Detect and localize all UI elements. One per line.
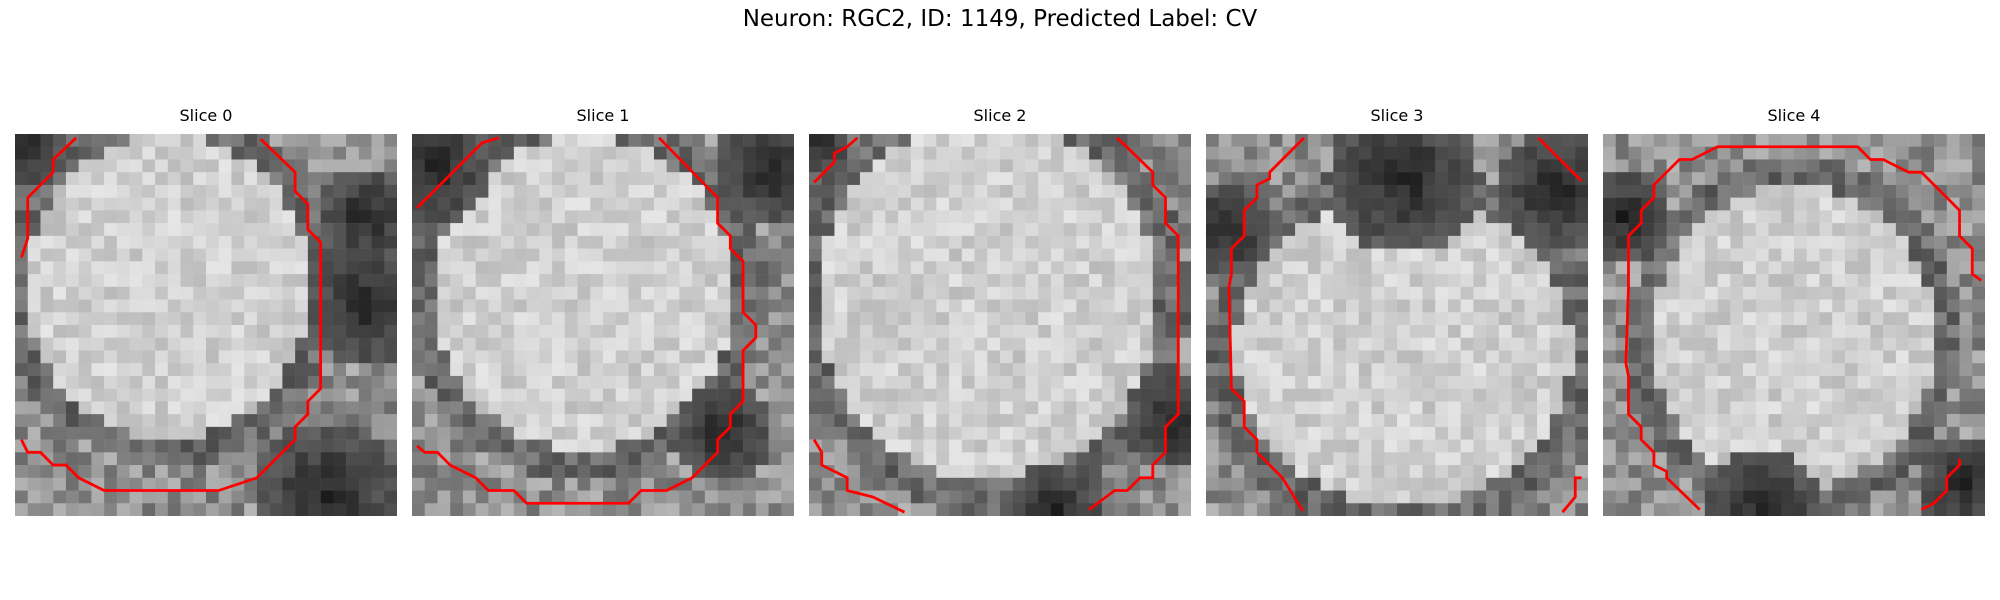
contour-line-2a	[813, 136, 859, 184]
contour-line-4b	[1920, 458, 1961, 511]
contour-line-0b	[20, 138, 323, 492]
figure-title: Neuron: RGC2, ID: 1149, Predicted Label:…	[742, 6, 1258, 32]
contour-line-3c	[1561, 476, 1582, 514]
slice-image-1	[412, 134, 794, 516]
grayscale-pixels-4	[1603, 134, 1985, 516]
grayscale-pixels-0	[15, 134, 397, 516]
slice-title-3: Slice 3	[1370, 106, 1424, 125]
slice-panel-1: Slice 1	[412, 106, 794, 516]
slice-panel-2: Slice 2	[809, 106, 1191, 516]
slice-image-3	[1206, 134, 1588, 516]
slice-panel-4: Slice 4	[1603, 106, 1985, 516]
slice-panel-3: Slice 3	[1206, 106, 1588, 516]
contour-line-2c	[812, 438, 906, 514]
contour-line-3a	[1227, 136, 1306, 512]
slice-image-0	[15, 134, 397, 516]
slice-panel-0: Slice 0	[15, 106, 397, 516]
slice-title-2: Slice 2	[973, 106, 1027, 125]
slice-title-1: Slice 1	[576, 106, 630, 125]
contour-line-2b	[1088, 136, 1180, 511]
grayscale-pixels-2	[809, 134, 1191, 516]
slice-title-4: Slice 4	[1767, 106, 1821, 125]
grayscale-pixels-3	[1206, 134, 1588, 516]
contour-line-1a	[416, 136, 499, 209]
contour-line-0a	[20, 136, 78, 258]
slice-image-4	[1603, 134, 1985, 516]
contour-line-4	[1624, 145, 1982, 511]
slice-title-0: Slice 0	[179, 106, 233, 125]
grayscale-pixels-1	[412, 134, 794, 516]
contour-line-1b	[416, 136, 758, 505]
slice-image-2	[809, 134, 1191, 516]
contour-line-3b	[1537, 136, 1583, 183]
